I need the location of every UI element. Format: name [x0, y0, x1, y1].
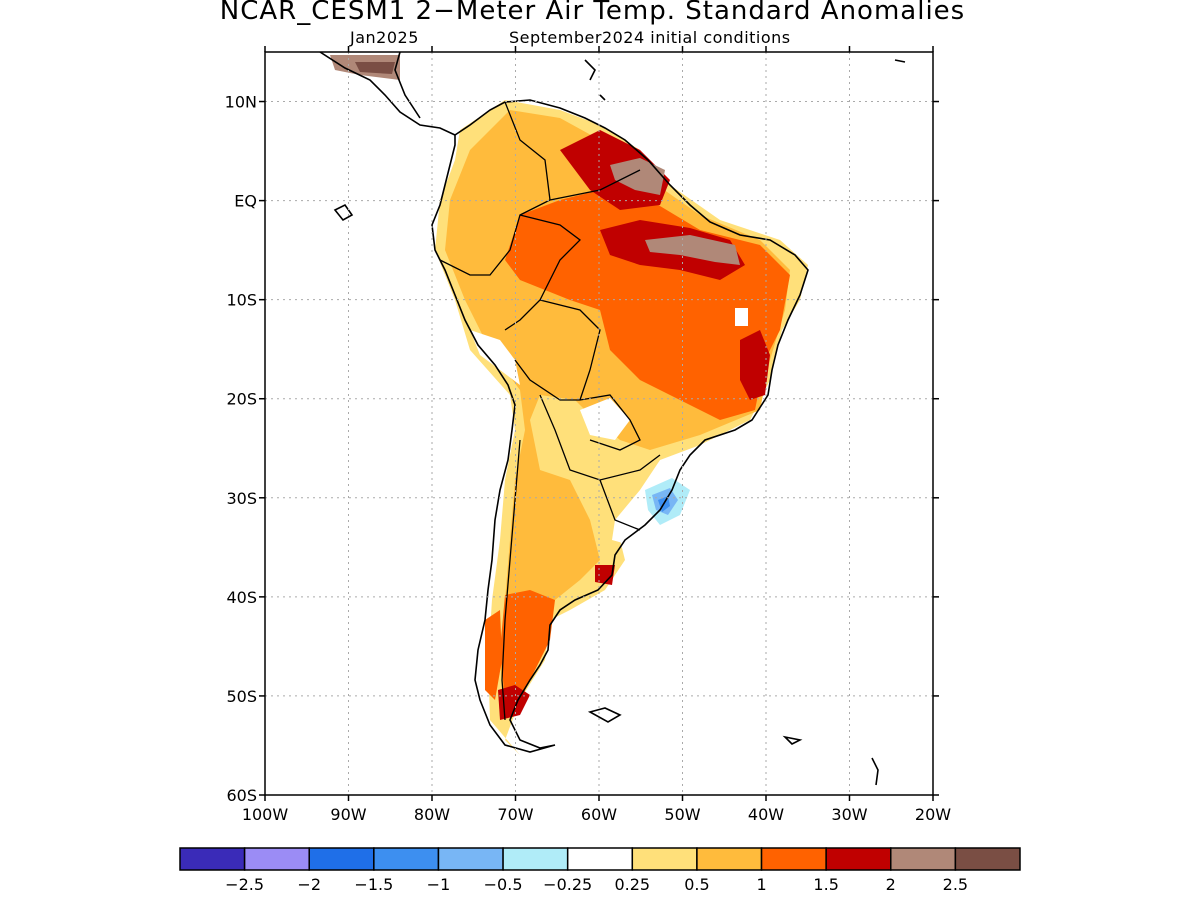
colorbar-label: −0.5: [484, 875, 523, 894]
lon-tick-label: 100W: [242, 805, 289, 824]
anomaly-region-above-2.5: [355, 62, 395, 74]
colorbar-swatch: [954, 847, 1021, 871]
lon-tick-label: 80W: [414, 805, 450, 824]
country-borders: [439, 101, 661, 721]
colorbar-label: 2: [886, 875, 896, 894]
lon-tick-label: 60W: [581, 805, 617, 824]
lat-tick-label: 60S: [226, 786, 257, 805]
colorbar-swatch: [566, 847, 634, 871]
colorbar-swatch: [502, 847, 569, 871]
neutral-region-west-coast: [470, 330, 520, 385]
colorbar-swatch: [437, 847, 504, 871]
anomaly-region-1.5-2-east: [740, 330, 770, 400]
central-america-coastline: [319, 52, 456, 136]
lon-tick-label: 40W: [748, 805, 784, 824]
lat-tick-label: 20S: [226, 390, 257, 409]
lat-tick-label: 10S: [226, 291, 257, 310]
lat-tick-label: EQ: [234, 192, 257, 211]
initial-conditions: September2024 initial conditions: [509, 28, 791, 47]
galapagos-islands: [333, 203, 354, 222]
colorbar-label: −2: [297, 875, 321, 894]
longitude-axis: 100W 90W 80W 70W 60W 50W 40W 30W 20W: [242, 805, 951, 824]
south-sandwich-islands: [871, 757, 879, 786]
colorbar-labels: −2.5 −2 −1.5 −1 −0.5 −0.25 0.25 0.5 1 1.5 2 2.5: [225, 875, 968, 894]
lon-tick-label: 30W: [831, 805, 867, 824]
colorbar-label: −2.5: [225, 875, 264, 894]
lat-tick-label: 10N: [225, 93, 257, 112]
lat-tick-label: 40S: [226, 588, 257, 607]
neutral-region-northeast: [735, 308, 748, 326]
colorbar-swatch: [308, 847, 375, 871]
colorbar-label: 0.5: [684, 875, 709, 894]
colorbar-swatch: [373, 847, 440, 871]
colorbar-swatch: [243, 847, 310, 871]
colorbar-label: −1.5: [354, 875, 393, 894]
lat-tick-label: 30S: [226, 489, 257, 508]
colorbar-swatch: [179, 847, 246, 871]
south-georgia: [782, 735, 803, 745]
lat-tick-label: 50S: [226, 687, 257, 706]
neutral-region-uruguay: [612, 510, 650, 545]
colorbar-swatch: [631, 847, 698, 871]
axis-ticks: [259, 46, 939, 801]
colorbar-label: 1: [756, 875, 766, 894]
lon-tick-label: 90W: [330, 805, 366, 824]
graticule: [265, 52, 933, 795]
colorbar-swatch: [825, 847, 892, 871]
anomaly-region-1.5-2-argentina: [595, 565, 615, 585]
south-america-coastline: [431, 99, 809, 753]
colorbar-swatch: [696, 847, 763, 871]
colorbar-swatch: [890, 847, 957, 871]
anomaly-region-1-1.5-chile: [485, 610, 502, 700]
caribbean-islands: [584, 59, 906, 101]
neutral-region-bolivia: [580, 398, 630, 440]
colorbar-swatch: [760, 847, 827, 871]
anomaly-field: [330, 55, 808, 755]
map-title: NCAR_CESM1 2−Meter Air Temp. Standard An…: [219, 0, 966, 26]
valid-month: Jan2025: [350, 28, 419, 47]
coastline: [319, 52, 906, 786]
colorbar: [179, 847, 1021, 871]
lon-tick-label: 20W: [915, 805, 951, 824]
lon-tick-label: 50W: [664, 805, 700, 824]
anomaly-region-2-2.5-guianas: [610, 158, 665, 195]
colorbar-label: −1: [427, 875, 451, 894]
latitude-axis: 10N EQ 10S 20S 30S 40S 50S 60S: [225, 93, 257, 805]
falkland-islands: [587, 707, 622, 723]
anomaly-region-2-2.5-amazon: [645, 235, 740, 265]
lon-tick-label: 70W: [497, 805, 533, 824]
colorbar-label: 1.5: [813, 875, 838, 894]
colorbar-label: 0.25: [614, 875, 650, 894]
colorbar-label: 2.5: [943, 875, 968, 894]
anomaly-region-1-1.5-south: [500, 590, 555, 700]
colorbar-label: −0.25: [543, 875, 592, 894]
